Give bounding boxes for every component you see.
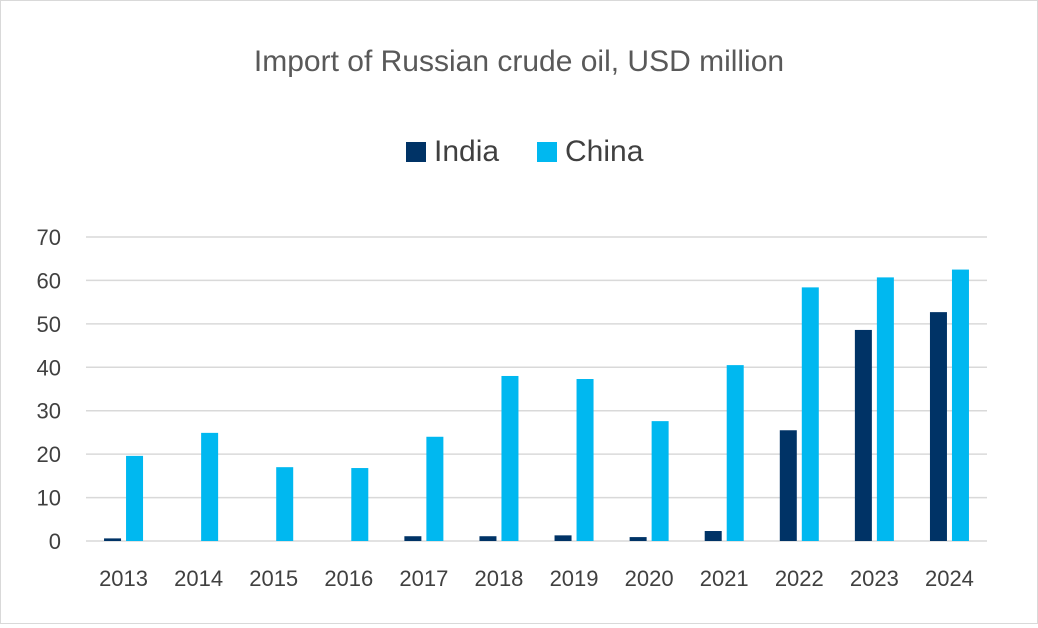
x-tick-label: 2021 [700,566,749,591]
bars [104,269,969,541]
y-tick-label: 60 [37,268,61,293]
x-tick-label: 2018 [474,566,523,591]
y-tick-label: 10 [37,486,61,511]
x-tick-label: 2016 [324,566,373,591]
bar-india-2024 [929,312,947,541]
x-tick-label: 2024 [925,566,974,591]
legend-swatch-china [537,142,557,162]
bar-china-2019 [576,379,594,541]
bar-china-2023 [876,277,894,541]
y-tick-label: 50 [37,312,61,337]
y-tick-label: 0 [49,529,61,554]
x-tick-label: 2020 [625,566,674,591]
x-tick-label: 2014 [174,566,223,591]
legend: India China [406,135,644,168]
x-tick-label: 2022 [775,566,824,591]
bar-india-2013 [104,538,122,541]
legend-swatch-india [406,142,426,162]
y-tick-label: 30 [37,399,61,424]
bar-china-2016 [351,468,369,541]
bar-india-2021 [704,531,722,541]
bar-china-2024 [951,269,969,541]
bar-india-2018 [479,536,497,541]
x-axis: 2013 2014 2015 2016 2017 2018 2019 2020 2021 2022… [99,566,974,591]
legend-label-china: China [565,135,644,168]
legend-label-india: India [434,135,499,168]
y-tick-label: 40 [37,355,61,380]
bar-india-2023 [854,329,872,541]
bar-china-2014 [201,432,219,541]
bar-china-2013 [126,455,144,541]
bar-china-2017 [426,436,444,541]
y-tick-label: 20 [37,442,61,467]
y-axis: 0 10 20 30 40 50 60 70 [37,225,61,554]
x-tick-label: 2017 [399,566,448,591]
x-tick-label: 2019 [550,566,599,591]
x-tick-label: 2015 [249,566,298,591]
bar-china-2018 [501,375,519,541]
bar-india-2022 [779,430,797,541]
bar-china-2015 [276,467,294,541]
bar-china-2021 [726,365,744,541]
bar-india-2019 [554,535,572,541]
bar-china-2020 [651,421,669,541]
gridlines [86,236,987,542]
bar-india-2020 [629,537,647,541]
x-tick-label: 2023 [850,566,899,591]
chart-title: Import of Russian crude oil, USD million [254,45,784,78]
x-tick-label: 2013 [99,566,148,591]
bar-india-2017 [404,536,422,541]
bar-china-2022 [801,287,819,541]
y-tick-label: 70 [37,225,61,250]
